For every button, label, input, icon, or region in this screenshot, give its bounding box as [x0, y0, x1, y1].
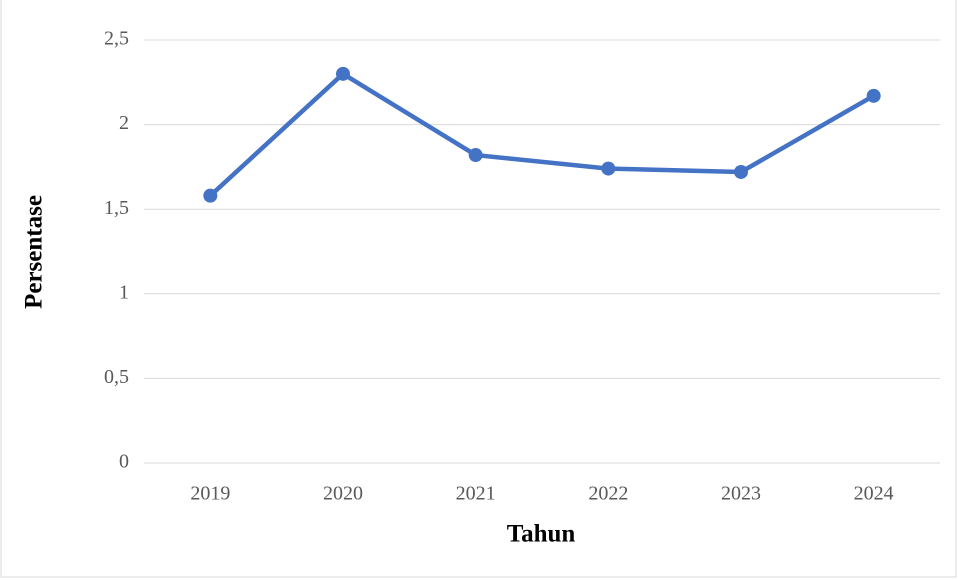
data-point — [601, 161, 616, 176]
y-tick-label: 1,5 — [104, 197, 129, 219]
x-tick-label: 2023 — [721, 483, 761, 505]
y-tick-label: 2,5 — [104, 28, 129, 50]
x-tick-label: 2020 — [323, 483, 363, 505]
data-point — [734, 164, 748, 179]
x-tick-label: 2021 — [456, 483, 496, 505]
x-tick-label: 2022 — [588, 483, 628, 505]
x-tick-label: 2019 — [190, 483, 230, 505]
y-tick-label: 0,5 — [104, 366, 129, 388]
data-point — [203, 188, 218, 203]
y-tick-label: 2 — [119, 112, 129, 134]
y-tick-label: 0 — [119, 451, 129, 473]
x-tick-label: 2024 — [854, 483, 894, 505]
data-point — [866, 88, 881, 103]
y-axis-title: Persentase — [21, 195, 48, 309]
data-point — [336, 66, 350, 81]
x-axis-title: Tahun — [507, 521, 576, 548]
data-line — [208, 71, 876, 198]
data-point — [468, 148, 483, 163]
y-tick-label: 1 — [119, 281, 129, 303]
